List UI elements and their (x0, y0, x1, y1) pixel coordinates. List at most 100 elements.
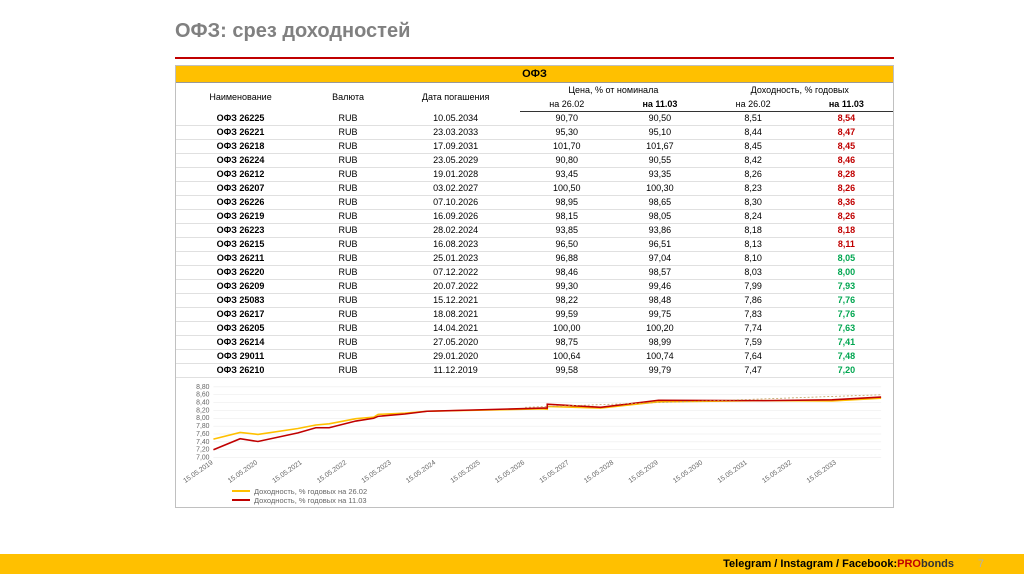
th-currency: Валюта (305, 83, 391, 112)
table-row: ОФЗ 26224RUB23.05.202990,8090,558,428,46 (176, 153, 893, 167)
cell-yield1: 7,59 (707, 335, 800, 349)
cell-yield2: 8,00 (800, 265, 893, 279)
cell-maturity: 27.05.2020 (391, 335, 520, 349)
cell-maturity: 23.03.2033 (391, 125, 520, 139)
svg-text:15.05.2023: 15.05.2023 (360, 459, 392, 485)
cell-price2: 98,99 (613, 335, 706, 349)
cell-price2: 97,04 (613, 251, 706, 265)
cell-yield2: 8,26 (800, 181, 893, 195)
cell-currency: RUB (305, 125, 391, 139)
cell-currency: RUB (305, 307, 391, 321)
cell-yield2: 8,11 (800, 237, 893, 251)
table-row: ОФЗ 26205RUB14.04.2021100,00100,207,747,… (176, 321, 893, 335)
th-price-d1: на 26.02 (520, 97, 613, 112)
cell-yield2: 8,18 (800, 223, 893, 237)
cell-price1: 101,70 (520, 139, 613, 153)
cell-name: ОФЗ 26226 (176, 195, 305, 209)
svg-text:8,80: 8,80 (196, 383, 210, 390)
footer-brand-bonds: bonds (921, 558, 954, 570)
cell-currency: RUB (305, 335, 391, 349)
cell-price2: 100,20 (613, 321, 706, 335)
th-maturity: Дата погашения (391, 83, 520, 112)
table-row: ОФЗ 26211RUB25.01.202396,8897,048,108,05 (176, 251, 893, 265)
cell-name: ОФЗ 26210 (176, 363, 305, 377)
slide: ОФЗ: срез доходностей ОФЗ Наименование В… (0, 0, 1024, 574)
cell-maturity: 19.01.2028 (391, 167, 520, 181)
cell-currency: RUB (305, 153, 391, 167)
cell-price1: 96,88 (520, 251, 613, 265)
table-row: ОФЗ 25083RUB15.12.202198,2298,487,867,76 (176, 293, 893, 307)
cell-yield2: 7,20 (800, 363, 893, 377)
cell-currency: RUB (305, 223, 391, 237)
svg-text:15.05.2030: 15.05.2030 (672, 459, 704, 485)
cell-maturity: 25.01.2023 (391, 251, 520, 265)
cell-price1: 98,95 (520, 195, 613, 209)
table-row: ОФЗ 26220RUB07.12.202298,4698,578,038,00 (176, 265, 893, 279)
cell-price2: 100,30 (613, 181, 706, 195)
cell-name: ОФЗ 26220 (176, 265, 305, 279)
cell-name: ОФЗ 26217 (176, 307, 305, 321)
svg-text:7,40: 7,40 (196, 438, 210, 445)
table-row: ОФЗ 26215RUB16.08.202396,5096,518,138,11 (176, 237, 893, 251)
cell-maturity: 17.09.2031 (391, 139, 520, 153)
cell-name: ОФЗ 26219 (176, 209, 305, 223)
cell-price1: 93,85 (520, 223, 613, 237)
svg-text:15.05.2022: 15.05.2022 (316, 459, 348, 485)
cell-yield1: 7,99 (707, 279, 800, 293)
cell-yield1: 7,86 (707, 293, 800, 307)
svg-text:8,00: 8,00 (196, 415, 210, 422)
th-yield-d1: на 26.02 (707, 97, 800, 112)
cell-maturity: 20.07.2022 (391, 279, 520, 293)
cell-name: ОФЗ 29011 (176, 349, 305, 363)
cell-price1: 98,46 (520, 265, 613, 279)
cell-maturity: 07.12.2022 (391, 265, 520, 279)
cell-yield1: 8,45 (707, 139, 800, 153)
th-price-d2: на 11.03 (613, 97, 706, 112)
cell-currency: RUB (305, 167, 391, 181)
page-number: 7 (978, 558, 984, 570)
cell-price2: 98,65 (613, 195, 706, 209)
th-name: Наименование (176, 83, 305, 112)
cell-price2: 96,51 (613, 237, 706, 251)
table-row: ОФЗ 29011RUB29.01.2020100,64100,747,647,… (176, 349, 893, 363)
cell-currency: RUB (305, 181, 391, 195)
cell-currency: RUB (305, 265, 391, 279)
chart-container: 7,007,207,407,607,808,008,208,408,608,80… (176, 378, 893, 507)
cell-currency: RUB (305, 195, 391, 209)
legend-item: Доходность, % годовых на 11.03 (232, 496, 887, 505)
svg-text:8,60: 8,60 (196, 391, 210, 398)
cell-yield1: 8,44 (707, 125, 800, 139)
cell-name: ОФЗ 26225 (176, 111, 305, 125)
cell-yield2: 7,76 (800, 307, 893, 321)
cell-currency: RUB (305, 251, 391, 265)
cell-yield1: 8,03 (707, 265, 800, 279)
legend-swatch (232, 490, 250, 492)
cell-yield2: 7,48 (800, 349, 893, 363)
cell-maturity: 10.05.2034 (391, 111, 520, 125)
svg-text:15.05.2021: 15.05.2021 (271, 459, 303, 485)
cell-price1: 93,45 (520, 167, 613, 181)
cell-price2: 95,10 (613, 125, 706, 139)
cell-yield2: 8,46 (800, 153, 893, 167)
footer-social: Telegram / Instagram / Facebook: (723, 558, 897, 570)
cell-maturity: 07.10.2026 (391, 195, 520, 209)
cell-yield2: 7,93 (800, 279, 893, 293)
cell-yield1: 7,64 (707, 349, 800, 363)
cell-yield1: 8,24 (707, 209, 800, 223)
cell-price1: 95,30 (520, 125, 613, 139)
legend-item: Доходность, % годовых на 26.02 (232, 487, 887, 496)
cell-yield1: 8,51 (707, 111, 800, 125)
cell-maturity: 16.09.2026 (391, 209, 520, 223)
cell-price2: 101,67 (613, 139, 706, 153)
cell-currency: RUB (305, 293, 391, 307)
cell-currency: RUB (305, 321, 391, 335)
cell-price1: 100,50 (520, 181, 613, 195)
bond-table: Наименование Валюта Дата погашения Цена,… (176, 83, 893, 378)
svg-text:15.05.2031: 15.05.2031 (717, 459, 749, 485)
cell-name: ОФЗ 26214 (176, 335, 305, 349)
cell-currency: RUB (305, 237, 391, 251)
cell-yield1: 8,42 (707, 153, 800, 167)
table-row: ОФЗ 26209RUB20.07.202299,3099,467,997,93 (176, 279, 893, 293)
cell-yield1: 7,83 (707, 307, 800, 321)
cell-price2: 98,48 (613, 293, 706, 307)
